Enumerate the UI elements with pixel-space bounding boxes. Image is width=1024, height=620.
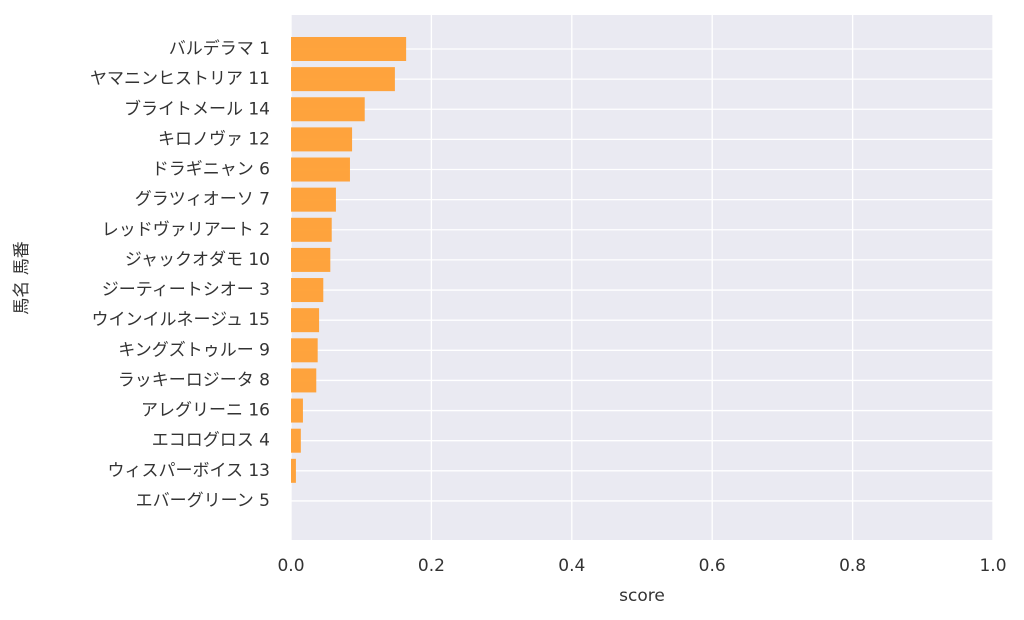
- y-tick-label: ドラギニャン 6: [152, 160, 270, 180]
- y-tick-label: アレグリーニ 16: [141, 401, 270, 421]
- bar: [291, 37, 407, 61]
- bar: [291, 127, 353, 152]
- y-tick-label: バルデラマ 1: [169, 38, 270, 59]
- x-tick-label: 0.0: [277, 556, 304, 576]
- x-tick-label: 0.6: [699, 556, 726, 576]
- bar: [291, 338, 318, 363]
- bar: [291, 247, 331, 272]
- bar: [291, 278, 324, 303]
- bar: [291, 428, 301, 453]
- bar: [291, 157, 350, 182]
- y-tick-label: ラッキーロジータ 8: [118, 370, 270, 390]
- y-tick-label: ブライトメール 14: [124, 98, 270, 119]
- bar: [291, 308, 320, 333]
- bar: [291, 398, 303, 423]
- plot-area: [291, 15, 993, 540]
- bar: [291, 187, 336, 212]
- bar: [291, 67, 395, 92]
- y-tick-label: ウインイルネージュ 15: [91, 310, 270, 330]
- bar: [291, 458, 296, 483]
- y-axis-label: 馬名 馬番: [12, 241, 32, 314]
- x-tick-label: 0.8: [839, 556, 866, 576]
- y-tick-label: エバーグリーン 5: [136, 491, 270, 511]
- y-tick-label: ウィスパーボイス 13: [107, 461, 270, 481]
- x-tick-label: 1.0: [979, 556, 1006, 576]
- bar: [291, 97, 365, 122]
- y-tick-label: キロノヴァ 12: [158, 129, 270, 149]
- bar: [291, 368, 317, 393]
- y-tick-label: グラツィオーソ 7: [135, 190, 270, 210]
- y-tick-label: レッドヴァリアート 2: [102, 220, 270, 240]
- y-tick-label: キングズトゥルー 9: [118, 340, 270, 360]
- x-tick-label: 0.4: [558, 556, 585, 576]
- y-tick-label: エコログロス 4: [152, 431, 270, 451]
- bar: [291, 217, 332, 242]
- y-tick-label: ジャックオダモ 10: [125, 250, 270, 270]
- x-axis-label: score: [619, 586, 665, 606]
- y-tick-label: ジーティートシオー 3: [102, 280, 270, 300]
- y-tick-label: ヤマニンヒストリア 11: [90, 69, 270, 89]
- x-tick-label: 0.2: [418, 556, 445, 576]
